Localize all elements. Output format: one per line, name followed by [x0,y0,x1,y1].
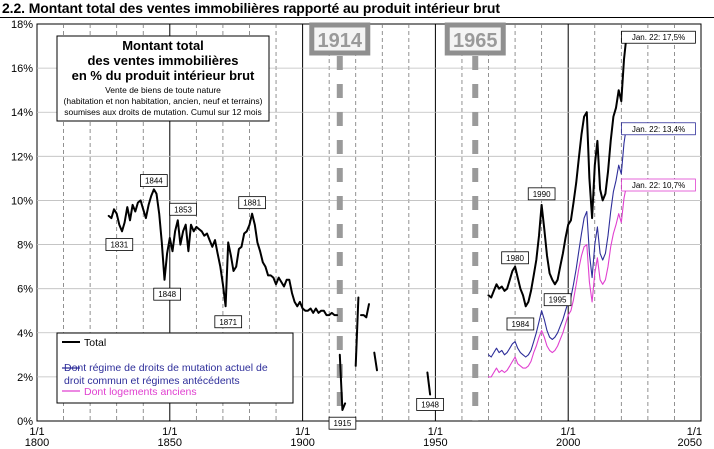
event-markers: 1914 1965 [309,22,506,421]
series-line-0 [107,188,339,317]
annotation-label: Jan. 22: 17,5% [632,33,685,42]
annotation-box [169,202,197,216]
x-tick-label-top: 1/1 [295,426,310,438]
x-tick-label: 2050 [678,437,702,449]
info-box-title-3: en % du produit intérieur brut [72,68,255,83]
event-label-1914: 1914 [318,30,363,52]
x-tick-label: 1800 [25,437,49,449]
annotation-box [621,122,696,136]
series-line-0 [426,371,432,396]
x-tick-label-top: 1/1 [561,426,576,438]
annotation-label: 1915 [334,419,352,428]
annotation-label: 1871 [219,318,237,327]
annotation-box [416,398,444,411]
y-tick-label: 2% [17,372,33,384]
info-box: Montant total des ventes immobilières en… [56,35,270,122]
annotation-label: 1848 [158,290,176,299]
series-line-0 [373,351,378,372]
annotation-label: 1831 [110,241,128,250]
series-line-1 [487,124,628,358]
series-layer [107,34,628,411]
annotation-label: 1853 [174,205,192,214]
event-box-1965 [444,22,506,56]
x-tick-label: 2000 [556,437,580,449]
x-tick-label-top: 1/1 [687,426,702,438]
annotation-label: 1881 [243,199,261,208]
annotation-label: 1980 [506,254,524,263]
legend-label-droit-commun: Dont régime de droits de mutation actuel… [64,362,271,387]
y-tick-label: 10% [11,195,33,207]
y-tick-label: 0% [17,416,33,428]
series-line-0 [360,303,370,319]
x-tick-label-top: 1/1 [428,426,443,438]
annotation-label: 1995 [549,296,567,305]
legend-label-logements-anciens: Dont logements anciens [84,386,197,398]
annotation-box [501,251,529,265]
y-tick-label: 4% [17,328,33,340]
annotation-box [328,416,357,430]
event-box-1914 [309,22,371,56]
annotation-label: Jan. 22: 10,7% [632,181,685,190]
series-line-2 [487,184,628,378]
annotation-box [153,287,181,301]
annotation-box [214,315,243,329]
y-tick-label: 16% [11,63,33,75]
info-box-sub-3: soumises aux droits de mutation. Cumul s… [64,107,261,117]
annotation-label: 1844 [145,177,163,186]
x-tick-label-top: 1/1 [29,426,44,438]
title-rule [0,17,714,18]
x-tick-label: 1850 [158,437,182,449]
annotation-box [527,187,556,201]
info-box-title-1: Montant total [122,38,204,53]
annotation-box [621,30,696,44]
event-label-1965: 1965 [453,30,498,52]
annotation-label: 1990 [533,190,551,199]
annotation-label: Jan. 22: 13,4% [632,125,685,134]
series-line-0 [487,34,628,308]
annotation-box [105,238,134,251]
y-tick-label: 18% [11,19,33,31]
y-tick-label: 12% [11,151,33,163]
annotation-box [543,293,572,307]
x-tick-label: 1900 [290,437,314,449]
legend-label-total: Total [84,337,106,349]
x-tick-label: 1950 [423,437,447,449]
axes: 0%2%4%6%8%10%12%14%16%18%1/118001/118501… [11,19,702,449]
page-title: 2.2. Montant total des ventes immobilièr… [2,0,500,16]
annotation-box [621,178,696,192]
y-tick-label: 8% [17,240,33,252]
info-box-sub-2: (habitation et non habitation, ancien, n… [64,96,263,106]
annotations: 1831 1844 1853 1848 1881 1871 1915 1948 1980 1990… [105,30,696,430]
annotation-box [140,174,168,187]
annotation-label: 1984 [511,320,529,329]
info-box-sub-1: Vente de biens de toute nature [105,85,221,95]
annotation-box [238,196,266,210]
y-tick-label: 14% [11,107,33,119]
series-line-0 [338,353,347,411]
annotation-box [506,317,535,331]
legend: Total Dont régime de droits de mutation … [56,332,294,404]
annotation-label: 1948 [421,400,439,409]
x-tick-label-top: 1/1 [162,426,177,438]
series-line-0 [354,296,360,367]
y-tick-label: 6% [17,284,33,296]
info-box-title-2: des ventes immobilières [87,53,238,68]
